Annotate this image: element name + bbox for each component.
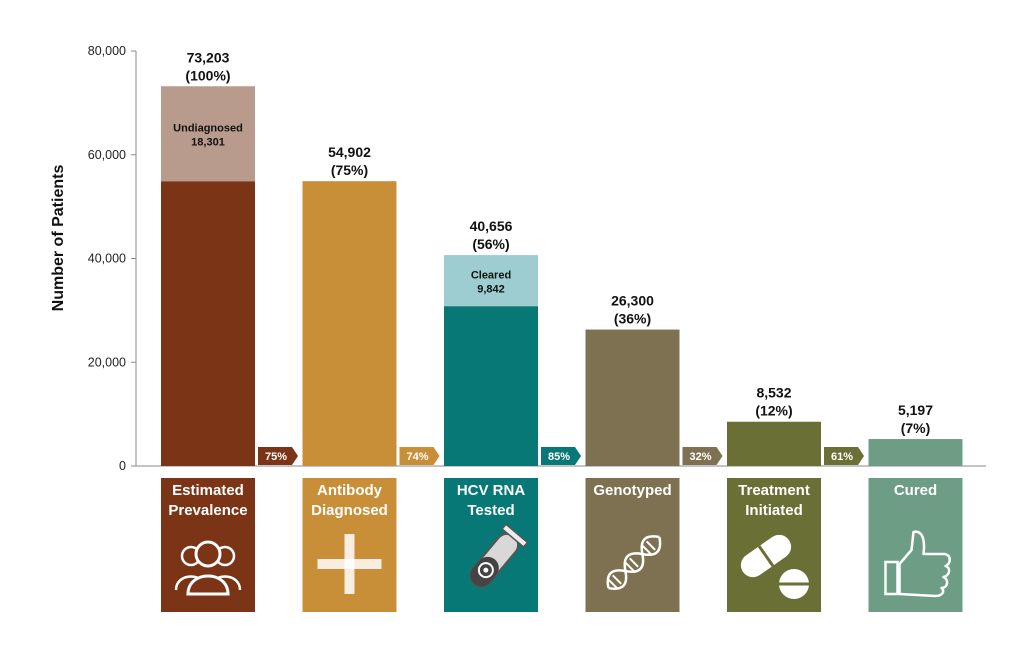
conversion-label: 74% [406,451,428,463]
y-tick-label: 0 [119,459,126,473]
segment-label: Cleared [471,270,511,282]
pills-icon [740,534,809,599]
bar-segment [868,439,963,466]
stage-panel: Antibody Diagnosed [302,478,397,612]
bar-group: 26,300 (36%) [585,293,680,466]
bar-group: 5,197 (7%) [868,402,963,466]
bar-percent-label: (75%) [331,162,368,178]
stage-label: HCV RNA [457,482,526,499]
bar-segment [444,306,538,466]
y-tick-label: 40,000 [88,252,126,266]
bar-segment [585,329,680,466]
conversion-arrow: 75% [258,447,298,465]
stage-label: Antibody [317,482,383,499]
thumbs-up-icon [884,530,951,598]
arrow-shape [399,447,440,465]
bar-segment [727,421,821,466]
test-tube-virus-icon [469,523,529,588]
segment-value-label: 18,301 [191,137,225,149]
conversion-arrow: 61% [824,447,864,465]
conversion-label: 32% [689,451,711,463]
stage-panel-bg [868,478,963,612]
arrow-shape [682,447,723,465]
y-tick-label: 20,000 [88,355,126,369]
bar-group: Cleared 9,842 40,656 (56%) [444,218,538,466]
bar-value-label: 26,300 [611,293,654,309]
stage-panel: HCV RNA Tested [444,478,538,612]
conversion-arrow: 85% [541,447,581,465]
bar-value-label: 5,197 [898,402,933,418]
arrow-shape [541,447,581,465]
bar-value-label: 54,902 [328,144,371,160]
stage-label: Prevalence [168,502,247,519]
stage-label: Genotyped [593,482,671,499]
bar-segment [161,181,255,467]
segment-label: Undiagnosed [173,123,243,135]
stage-panel: Estimated Prevalence [161,478,255,612]
people-group-icon [174,540,242,596]
conversion-label: 75% [265,451,287,463]
conversion-label: 61% [831,451,853,463]
stage-panel: Treatment Initiated [727,478,821,612]
arrow-shape [258,447,298,465]
bar-percent-label: (7%) [901,420,931,436]
bar-segment [302,181,397,467]
y-tick-label: 60,000 [88,148,126,162]
bar-group: 8,532 (12%) [727,385,821,466]
bar-percent-label: (56%) [472,236,509,252]
plus-cross-icon [317,534,382,594]
bar-percent-label: (100%) [185,67,230,83]
stage-label: Cured [894,482,937,499]
bars-layer: Undiagnosed 18,301 73,203 (100%) 54,902 (75%)… [161,49,963,467]
stage-label: Diagnosed [311,502,388,519]
y-axis: 0 20,000 40,000 60,000 80,000 [88,44,986,473]
arrow-shape [824,447,864,465]
conversion-arrows: 75% 74% 85% 32% 61% [258,447,864,465]
stage-panels: Estimated Prevalence Antibody Diagnosed HCV … [161,478,963,612]
dna-helix-icon [606,535,662,590]
stage-panel-bg [585,478,680,612]
stage-label: Initiated [745,502,803,519]
stage-label: Estimated [172,482,244,499]
conversion-arrow: 32% [682,447,723,465]
bar-group: 54,902 (75%) [302,144,397,467]
segment-value-label: 9,842 [477,284,505,296]
stage-panel: Genotyped [585,478,680,612]
bar-percent-label: (12%) [755,403,792,419]
stage-label: Tested [467,502,514,519]
bar-percent-label: (36%) [614,311,651,327]
y-axis-label: Number of Patients [50,165,67,312]
bar-value-label: 40,656 [470,218,513,234]
bar-value-label: 73,203 [187,49,230,65]
bar-segment [161,86,255,182]
bar-group: Undiagnosed 18,301 73,203 (100%) [161,49,255,467]
conversion-arrow: 74% [399,447,440,465]
stage-panel: Cured [868,478,963,612]
bar-segment [444,255,538,307]
y-tick-label: 80,000 [88,44,126,58]
conversion-label: 85% [548,451,570,463]
stage-label: Treatment [738,482,810,499]
bar-value-label: 8,532 [756,385,791,401]
